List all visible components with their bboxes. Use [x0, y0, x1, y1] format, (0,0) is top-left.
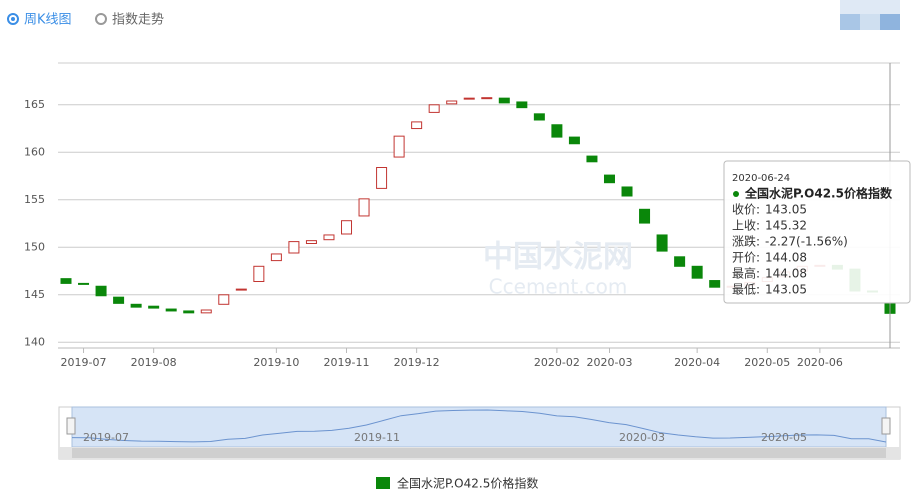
candle	[411, 121, 423, 130]
navigator-label: 2020-03	[619, 431, 665, 444]
x-tick-label: 2019-08	[131, 356, 177, 369]
tooltip-key: 开价:	[732, 251, 760, 265]
candle	[621, 186, 633, 197]
tooltip-key: 涨跌:	[732, 234, 760, 249]
tooltip-series: 全国水泥P.O42.5价格指数	[744, 186, 893, 201]
candle	[305, 240, 317, 244]
blurred-logo	[840, 0, 900, 30]
candle	[253, 265, 265, 282]
candle	[358, 198, 370, 217]
watermark: Ccement.com	[489, 275, 628, 299]
candle	[568, 136, 580, 145]
candle	[533, 113, 545, 121]
tooltip-value: -2.27(-1.56%)	[765, 235, 848, 249]
candle	[674, 256, 686, 267]
x-tick-label: 2019-12	[394, 356, 440, 369]
candle	[200, 309, 212, 314]
candle	[376, 167, 388, 189]
candle	[95, 285, 107, 297]
tooltip-value: 144.08	[765, 251, 807, 265]
navigator-window[interactable]	[71, 406, 887, 448]
candle	[586, 155, 598, 163]
candle	[446, 100, 458, 105]
x-tick-label: 2020-05	[744, 356, 790, 369]
legend-swatch[interactable]	[376, 477, 390, 489]
scrollbar-thumb[interactable]	[72, 448, 886, 458]
candle	[323, 234, 335, 241]
tooltip-dot	[733, 191, 739, 197]
y-tick-label: 160	[24, 145, 45, 158]
candle	[498, 97, 510, 104]
tooltip-key: 最低:	[732, 283, 760, 297]
tooltip-value: 145.32	[765, 219, 807, 233]
candle	[551, 124, 563, 138]
navigator-handle[interactable]	[881, 417, 891, 435]
candle	[60, 278, 72, 284]
candle	[656, 234, 668, 252]
y-tick-label: 145	[24, 288, 45, 301]
x-tick-label: 2019-07	[61, 356, 107, 369]
navigator-label: 2020-05	[761, 431, 807, 444]
candle	[463, 97, 475, 100]
candle	[516, 101, 528, 109]
candle	[218, 294, 230, 305]
tooltip-key: 最高:	[732, 266, 760, 281]
tooltip	[723, 160, 911, 304]
navigator-line	[71, 409, 887, 443]
watermark: 中国水泥网	[483, 240, 633, 275]
y-tick-label: 155	[24, 193, 45, 206]
navigator-label: 2019-11	[354, 431, 400, 444]
x-tick-label: 2020-03	[587, 356, 633, 369]
candle	[639, 208, 651, 224]
candle	[235, 288, 247, 291]
navigator-label: 2019-07	[83, 431, 129, 444]
x-tick-label: 2019-10	[253, 356, 299, 369]
radio-dot	[11, 17, 15, 21]
candle	[341, 220, 353, 235]
candle	[130, 303, 142, 308]
tooltip-key: 收价:	[732, 203, 760, 217]
candle	[393, 135, 405, 158]
x-tick-label: 2019-11	[324, 356, 370, 369]
candle	[270, 253, 282, 262]
x-tick-label: 2020-06	[797, 356, 843, 369]
candle	[113, 296, 125, 304]
tooltip-value: 144.08	[765, 267, 807, 281]
tooltip-key: 上收:	[732, 219, 760, 233]
radio-selected[interactable]	[7, 13, 19, 25]
candle	[165, 308, 177, 312]
tooltip-value: 143.05	[765, 283, 807, 297]
tab[interactable]: 指数走势	[112, 12, 164, 28]
candle	[691, 265, 703, 279]
tooltip-value: 143.05	[765, 203, 807, 217]
tab[interactable]: 周K线图	[24, 13, 72, 28]
x-tick-label: 2020-04	[674, 356, 720, 369]
tooltip-date: 2020-06-24	[732, 173, 790, 184]
candle	[709, 280, 721, 288]
candle	[288, 241, 300, 254]
candle	[183, 310, 195, 314]
candle	[481, 97, 493, 100]
candle	[428, 104, 440, 113]
candle	[603, 174, 615, 184]
legend-label[interactable]: 全国水泥P.O42.5价格指数	[397, 476, 538, 491]
candle	[78, 282, 90, 285]
x-tick-label: 2020-02	[534, 356, 580, 369]
y-tick-label: 165	[24, 98, 45, 111]
radio[interactable]	[95, 13, 107, 25]
y-tick-label: 150	[24, 240, 45, 253]
candle	[148, 305, 160, 309]
y-tick-label: 140	[24, 335, 45, 348]
navigator-handle[interactable]	[66, 417, 76, 435]
